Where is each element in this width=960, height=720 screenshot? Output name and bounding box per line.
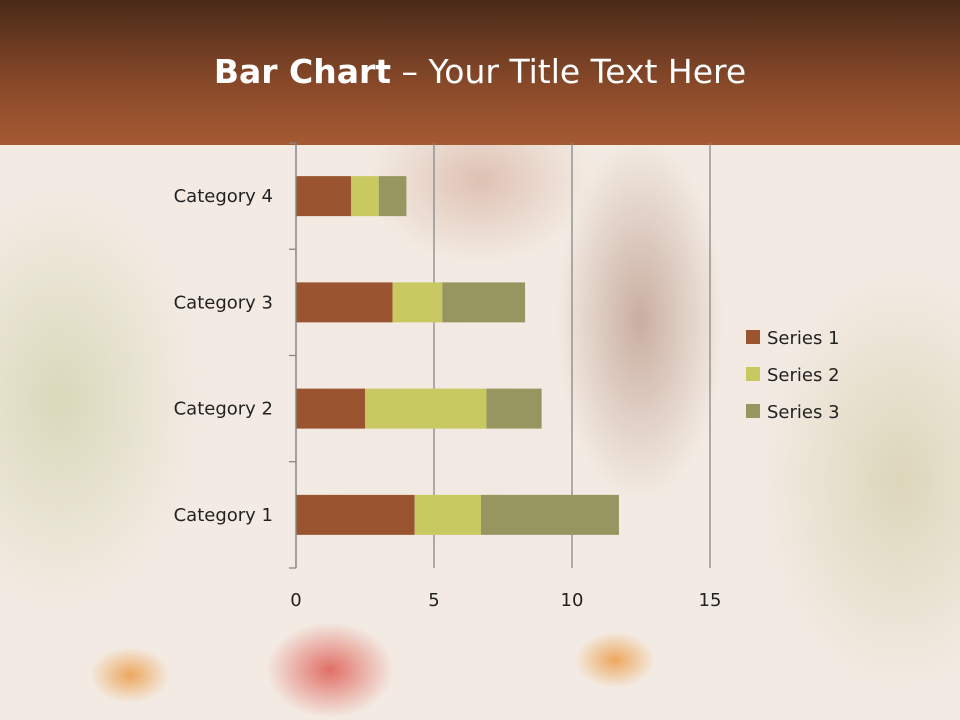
- legend-label: Series 1: [767, 328, 840, 349]
- slide-title: Bar Chart – Your Title Text Here: [0, 52, 960, 91]
- bar-series-3: [378, 176, 407, 217]
- bar-series-1: [296, 388, 365, 429]
- x-tick-label: 15: [699, 590, 722, 611]
- x-tick-label: 0: [290, 590, 301, 611]
- legend-swatch: [746, 330, 760, 344]
- x-tick-label: 10: [561, 590, 584, 611]
- title-rest: – Your Title Text Here: [391, 52, 747, 91]
- category-label: Category 2: [174, 399, 273, 420]
- category-label: Category 1: [174, 505, 273, 526]
- bar-series-1: [296, 176, 352, 217]
- legend-swatch: [746, 404, 760, 418]
- bar-series-1: [296, 282, 393, 323]
- legend-swatch: [746, 367, 760, 381]
- bar-series-2: [414, 494, 481, 535]
- category-label: Category 4: [174, 186, 273, 207]
- category-label: Category 3: [174, 292, 273, 313]
- bar-series-2: [365, 388, 487, 429]
- bar-series-2: [392, 282, 443, 323]
- title-bold: Bar Chart: [213, 52, 392, 91]
- legend-label: Series 2: [767, 365, 840, 386]
- x-tick-label: 5: [428, 590, 439, 611]
- bar-series-3: [480, 494, 619, 535]
- bar-series-1: [296, 494, 415, 535]
- bar-series-3: [486, 388, 542, 429]
- legend-label: Series 3: [767, 402, 840, 423]
- bar-series-2: [351, 176, 379, 217]
- title-banner: [0, 0, 960, 145]
- bar-series-3: [442, 282, 526, 323]
